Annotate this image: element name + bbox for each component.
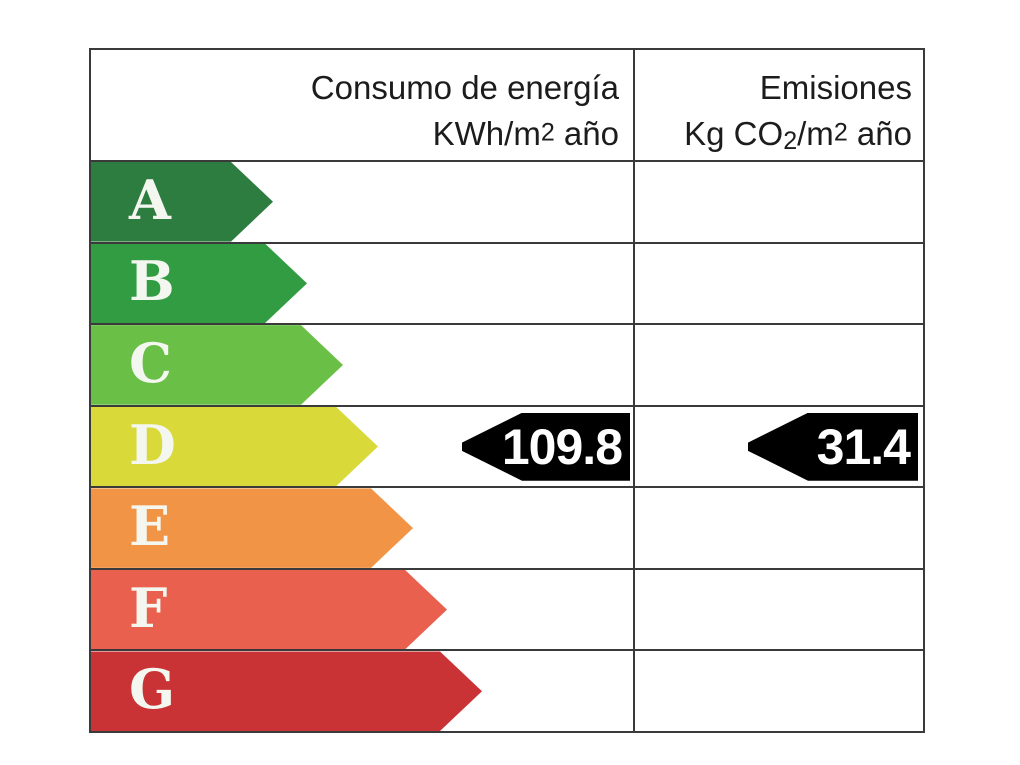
rating-letter-f: F xyxy=(129,575,168,640)
rating-row-d: D 109.8 31.4 xyxy=(91,404,923,487)
rating-row-g: G xyxy=(91,649,923,731)
rating-band-arrow-e: E xyxy=(91,488,413,568)
rating-band-arrow-g: G xyxy=(91,651,482,731)
rating-row-b: B xyxy=(91,241,923,324)
emissions-header: Emisiones Kg CO2/m2 año xyxy=(635,50,923,160)
consumption-unit: KWh/m2 año xyxy=(432,114,619,152)
consumption-header: Consumo de energía KWh/m2 año xyxy=(91,50,635,160)
rating-band-arrow-c: C xyxy=(91,325,343,405)
rating-band-arrow-b: B xyxy=(91,244,307,324)
rating-letter-c: C xyxy=(129,330,172,395)
rating-band-arrow-d: D xyxy=(91,407,378,487)
rating-row-f: F xyxy=(91,567,923,650)
consumption-title: Consumo de energía xyxy=(310,69,619,106)
rating-row-c: C xyxy=(91,323,923,405)
rating-row-e: E xyxy=(91,486,923,568)
rating-rows: A B C D 109.8 3 xyxy=(91,160,923,731)
table-header: Consumo de energía KWh/m2 año Emisiones … xyxy=(91,50,923,160)
emissions-title: Emisiones xyxy=(759,69,912,106)
rating-row-a: A xyxy=(91,160,923,242)
emissions-value: 31.4 xyxy=(816,418,911,475)
rating-band-arrow-a: A xyxy=(91,162,273,242)
rating-letter-e: E xyxy=(129,494,171,559)
emissions-value-arrow: 31.4 xyxy=(748,412,918,481)
energy-rating-table: Consumo de energía KWh/m2 año Emisiones … xyxy=(89,48,925,733)
consumption-value-arrow: 109.8 xyxy=(462,412,630,481)
subscript-2: 2 xyxy=(783,126,798,155)
emissions-unit: Kg CO2/m2 año xyxy=(684,114,912,155)
rating-letter-d: D xyxy=(129,412,176,477)
rating-letter-g: G xyxy=(129,657,176,722)
consumption-value: 109.8 xyxy=(501,418,623,475)
column-divider xyxy=(633,50,635,731)
rating-letter-b: B xyxy=(129,249,175,314)
rating-band-arrow-f: F xyxy=(91,570,447,650)
superscript-2: 2 xyxy=(540,118,555,146)
superscript-2: 2 xyxy=(833,118,848,146)
rating-letter-a: A xyxy=(129,167,171,232)
